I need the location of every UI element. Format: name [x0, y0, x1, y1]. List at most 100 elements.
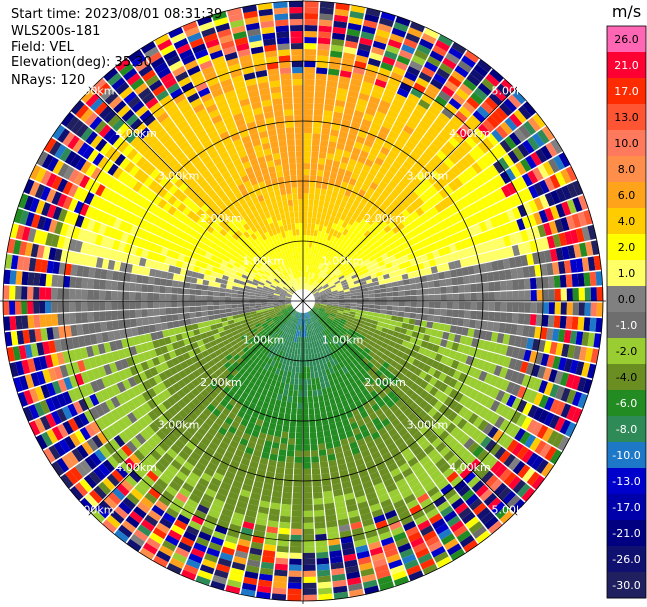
- range-gate-cell: [447, 119, 460, 132]
- range-gate-cell: [190, 277, 198, 284]
- range-gate-cell: [231, 25, 246, 34]
- range-gate-cell: [290, 280, 294, 286]
- range-gate-cell: [177, 202, 187, 213]
- range-gate-cell: [194, 160, 205, 170]
- range-gate-cell: [225, 304, 232, 309]
- range-gate-cell: [273, 299, 279, 301]
- range-gate-cell: [266, 185, 274, 193]
- range-gate-cell: [306, 277, 310, 284]
- range-gate-cell: [319, 406, 327, 414]
- range-gate-cell: [294, 247, 298, 254]
- range-gate-cell: [516, 218, 526, 231]
- range-gate-cell: [359, 277, 366, 283]
- range-gate-cell: [298, 253, 301, 260]
- range-gate-cell: [469, 68, 485, 82]
- range-gate-cell: [160, 322, 168, 331]
- range-gate-cell: [284, 181, 292, 189]
- range-gate-cell: [172, 199, 182, 209]
- range-gate-cell: [159, 301, 166, 308]
- range-gate-cell: [241, 104, 252, 113]
- range-gate-cell: [273, 303, 280, 306]
- range-gate-cell: [166, 104, 179, 116]
- range-gate-cell: [414, 226, 423, 235]
- range-gate-cell: [119, 63, 134, 77]
- range-gate-cell: [321, 282, 328, 287]
- range-gate-cell: [320, 382, 326, 389]
- range-gate-cell: [94, 322, 102, 333]
- range-gate-cell: [500, 211, 511, 224]
- range-gate-cell: [310, 247, 315, 254]
- range-gate-cell: [235, 164, 245, 173]
- range-gate-cell: [168, 242, 177, 251]
- range-gate-cell: [329, 215, 336, 223]
- range-gate-cell: [353, 265, 361, 271]
- range-gate-cell: [384, 278, 391, 284]
- range-gate-cell: [439, 210, 449, 220]
- range-gate-cell: [314, 193, 320, 201]
- range-gate-cell: [411, 130, 423, 141]
- range-gate-cell: [501, 185, 512, 198]
- range-gate-cell: [164, 256, 172, 265]
- range-gate-cell: [320, 297, 327, 300]
- range-gate-cell: [282, 286, 289, 292]
- range-gate-cell: [316, 67, 328, 75]
- range-gate-cell: [39, 231, 48, 245]
- range-gate-cell: [48, 219, 58, 233]
- range-gate-cell: [377, 275, 385, 281]
- range-gate-cell: [282, 97, 293, 104]
- range-gate-cell: [312, 280, 318, 287]
- range-gate-cell: [254, 237, 261, 245]
- range-gate-cell: [222, 171, 231, 180]
- range-gate-cell: [443, 245, 452, 255]
- range-gate-cell: [267, 293, 274, 297]
- range-gate-cell: [304, 37, 317, 44]
- range-gate-cell: [295, 444, 303, 451]
- range-gate-cell: [279, 280, 286, 286]
- range-gate-cell: [140, 160, 152, 172]
- range-gate-cell: [427, 83, 441, 95]
- range-gate-cell: [495, 143, 507, 157]
- range-gate-cell: [294, 285, 298, 291]
- range-gate-cell: [180, 171, 191, 182]
- range-gate-cell: [292, 492, 302, 499]
- range-gate-cell: [378, 249, 387, 256]
- range-gate-cell: [68, 198, 79, 212]
- range-gate-cell: [303, 396, 308, 403]
- range-gate-cell: [560, 168, 572, 184]
- range-gate-cell: [297, 175, 303, 182]
- range-gate-cell: [177, 307, 184, 314]
- range-gate-cell: [380, 11, 396, 22]
- range-gate-cell: [439, 62, 454, 75]
- range-gate-cell: [77, 142, 90, 157]
- range-gate-cell: [314, 187, 321, 195]
- range-gate-cell: [247, 212, 255, 221]
- range-gate-cell: [497, 237, 506, 249]
- range-gate-cell: [57, 275, 65, 288]
- range-gate-cell: [349, 10, 365, 20]
- range-gate-cell: [387, 229, 396, 238]
- range-gate-cell: [203, 321, 211, 327]
- range-gate-cell: [297, 283, 300, 290]
- range-gate-cell: [295, 366, 300, 373]
- range-gate-cell: [310, 157, 319, 164]
- range-gate-cell: [281, 503, 292, 511]
- range-gate-cell: [361, 118, 372, 128]
- range-gate-cell: [155, 128, 168, 140]
- range-gate-cell: [553, 275, 561, 288]
- range-gate-cell: [316, 425, 323, 433]
- range-gate-cell: [18, 193, 29, 209]
- range-gate-cell: [346, 164, 355, 173]
- range-gate-cell: [36, 215, 47, 230]
- range-gate-cell: [426, 174, 437, 185]
- range-gate-cell: [504, 117, 518, 132]
- range-gate-cell: [248, 89, 260, 98]
- range-gate-cell: [231, 217, 239, 225]
- range-gate-cell: [303, 492, 313, 499]
- range-gate-cell: [567, 245, 576, 259]
- range-gate-cell: [390, 71, 404, 82]
- range-gate-cell: [316, 269, 321, 275]
- range-gate-cell: [59, 223, 69, 237]
- range-gate-cell: [371, 212, 380, 221]
- range-gate-cell: [155, 227, 164, 237]
- range-gate-cell: [325, 226, 331, 234]
